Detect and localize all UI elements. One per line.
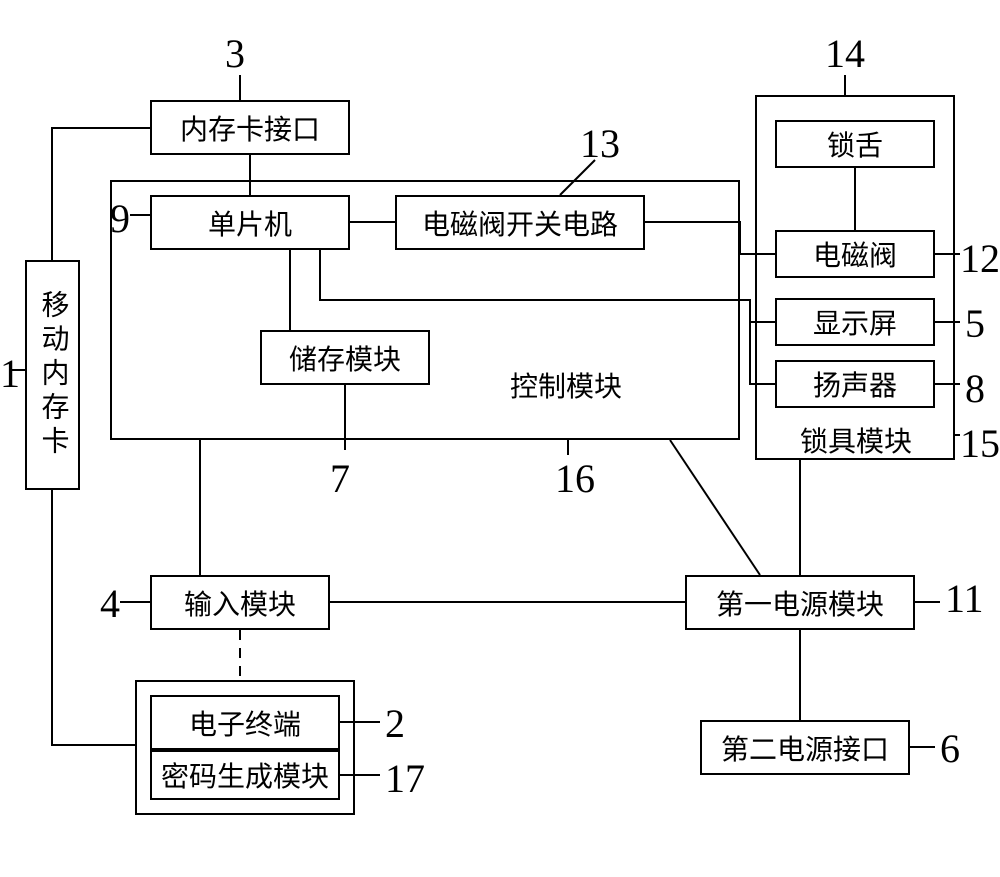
node-n1: 移动内存卡 (25, 260, 80, 490)
ref-number: 5 (965, 300, 985, 347)
ref-number: 13 (580, 120, 620, 167)
ref-number: 1 (0, 350, 20, 397)
node-n11: 第一电源模块 (685, 575, 915, 630)
node-n13: 电磁阀开关电路 (395, 195, 645, 250)
label-lbl15: 锁具模块 (800, 420, 912, 460)
ref-number: 8 (965, 365, 985, 412)
label-lbl16: 控制模块 (510, 365, 622, 405)
diagram-canvas: 移动内存卡电子终端 内存卡接口输入模块 显示屏第二电源接口 储存模块扬声器 单片机第一电… (0, 0, 1000, 877)
ref-number: 6 (940, 725, 960, 772)
node-n14: 锁舌 (775, 120, 935, 168)
node-n6: 第二电源接口 (700, 720, 910, 775)
ref-number: 11 (945, 575, 984, 622)
node-n9: 单片机 (150, 195, 350, 250)
ref-number: 9 (110, 195, 130, 242)
ref-number: 4 (100, 580, 120, 627)
ref-number: 17 (385, 755, 425, 802)
ref-number: 2 (385, 700, 405, 747)
node-n8: 扬声器 (775, 360, 935, 408)
ref-number: 12 (960, 235, 1000, 282)
ref-number: 3 (225, 30, 245, 77)
ref-number: 7 (330, 455, 350, 502)
node-n7: 储存模块 (260, 330, 430, 385)
ref-number: 14 (825, 30, 865, 77)
node-n4: 输入模块 (150, 575, 330, 630)
node-n12: 电磁阀 (775, 230, 935, 278)
node-n3: 内存卡接口 (150, 100, 350, 155)
node-n17: 密码生成模块 (150, 750, 340, 800)
ref-number: 16 (555, 455, 595, 502)
node-n2: 电子终端 (150, 695, 340, 750)
node-n5: 显示屏 (775, 298, 935, 346)
ref-number: 15 (960, 420, 1000, 467)
